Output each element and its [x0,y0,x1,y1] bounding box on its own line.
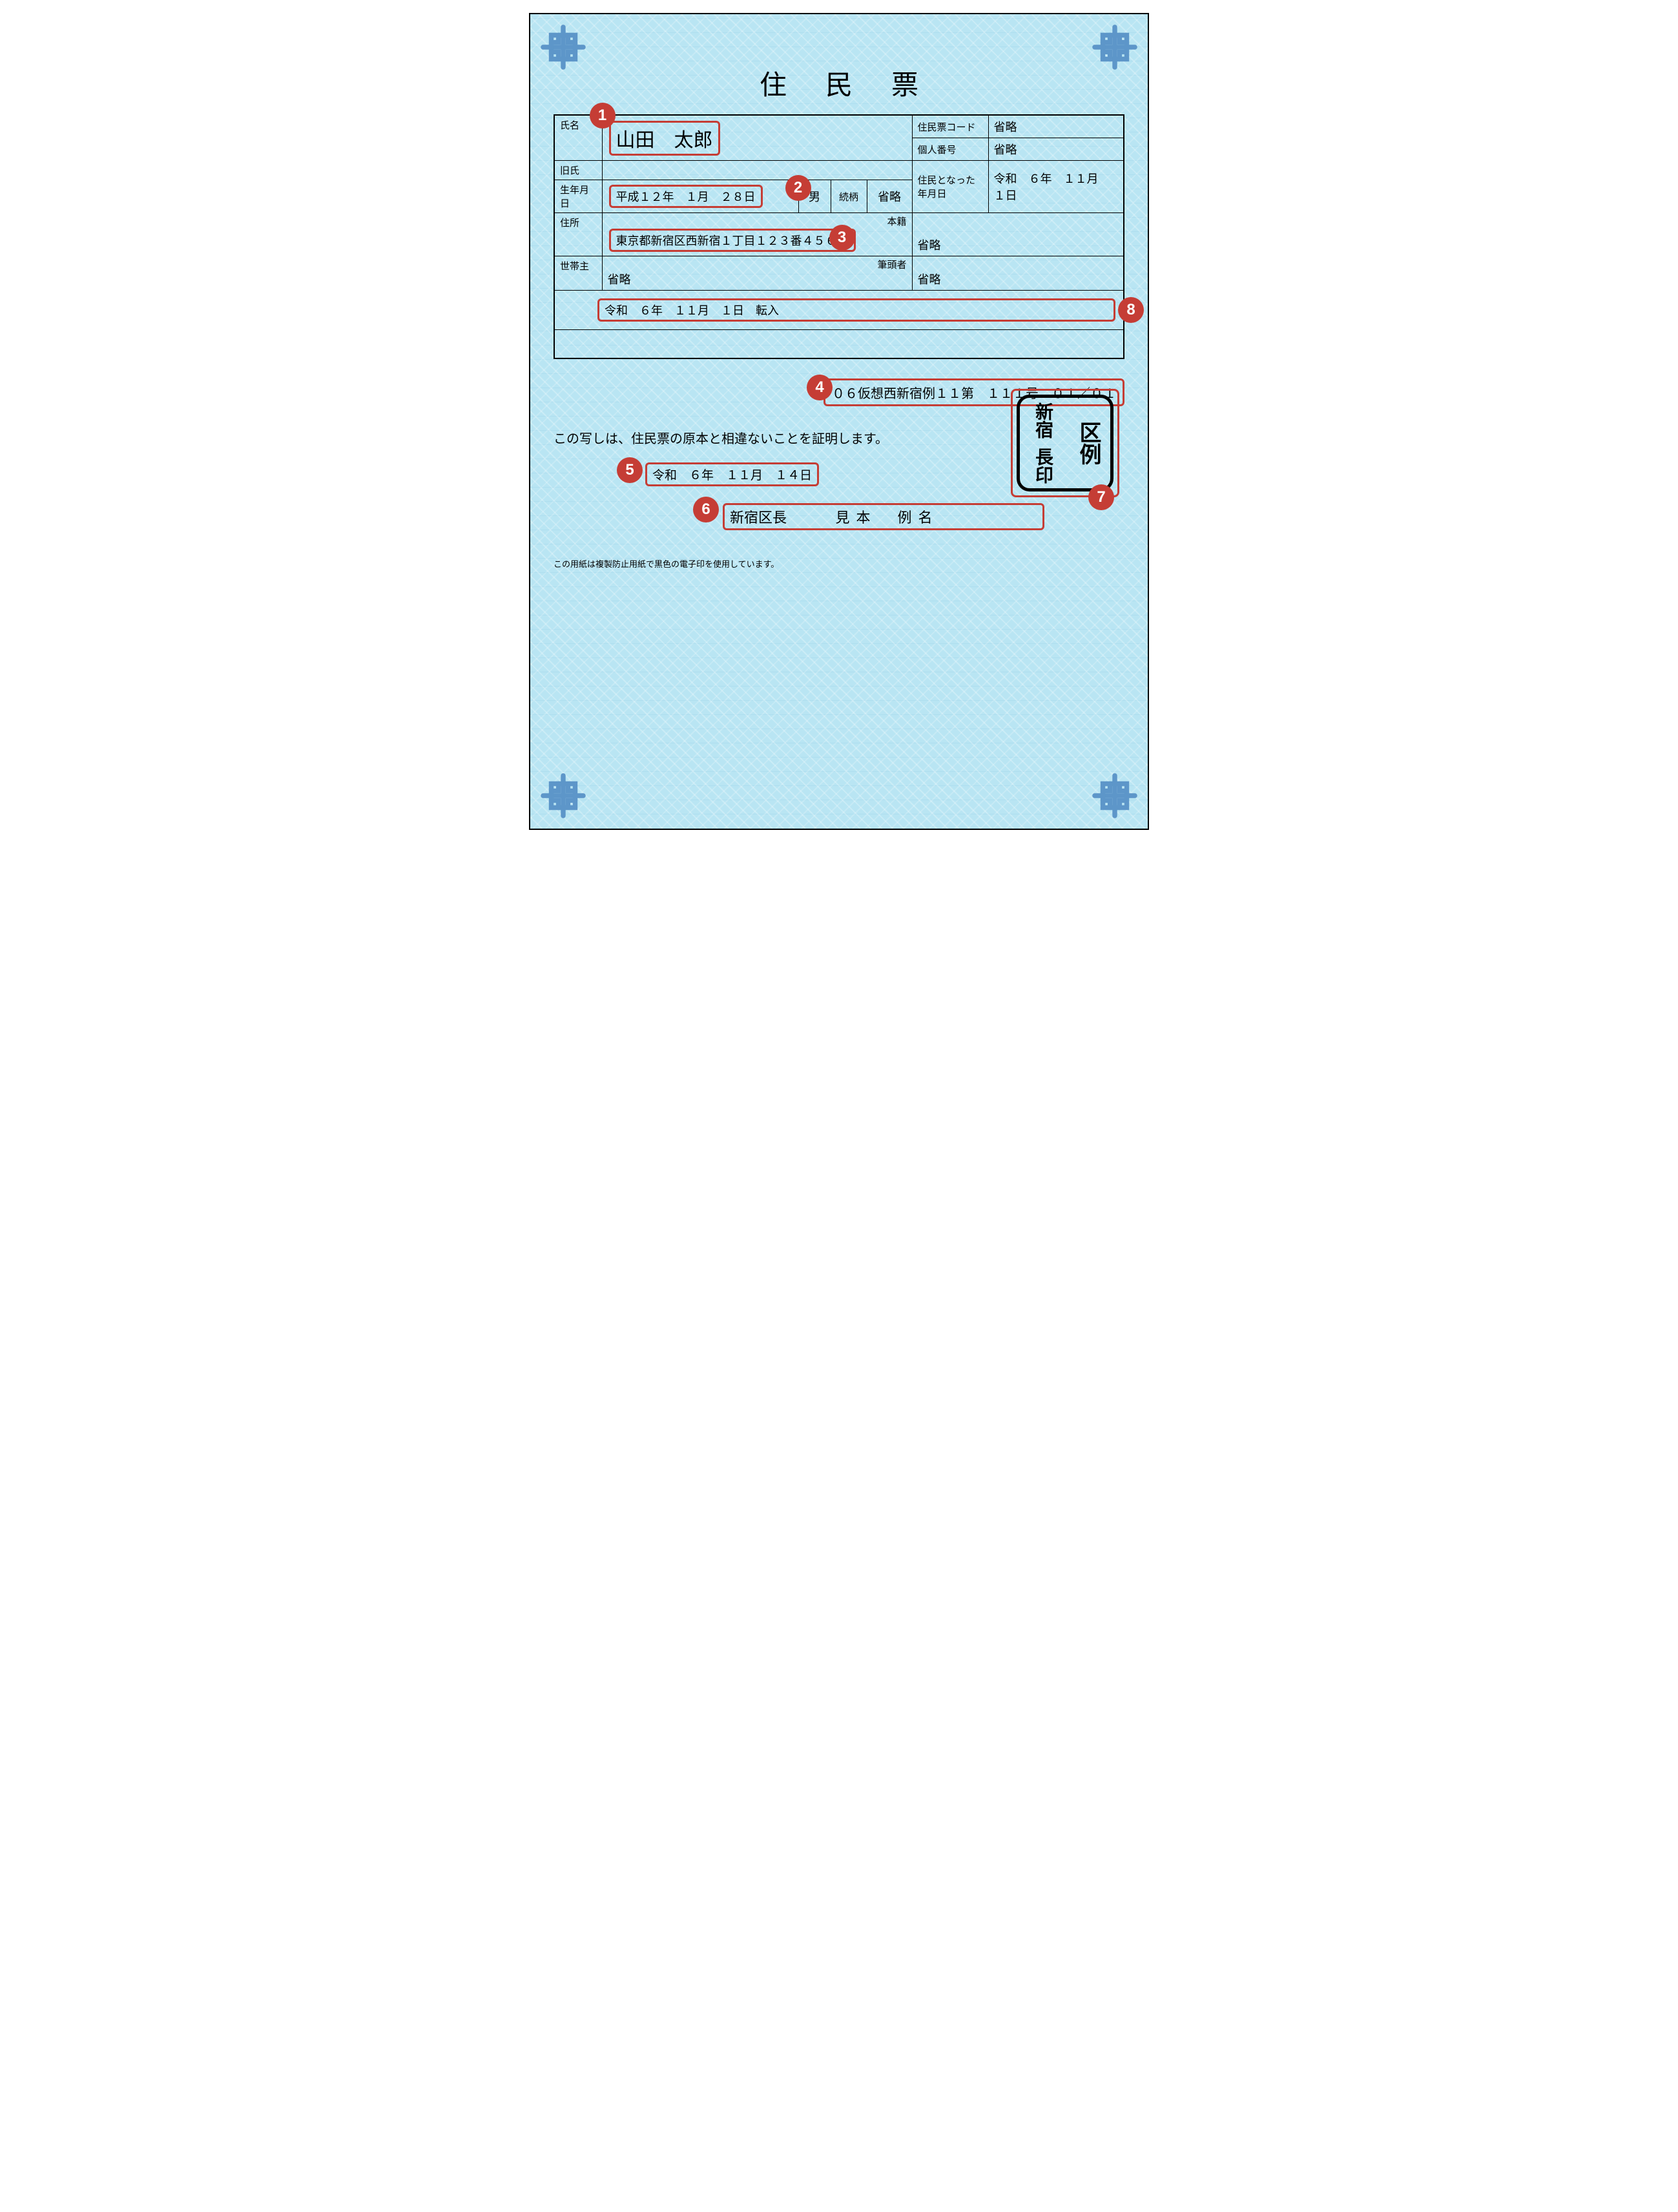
field-address: 東京都新宿区西新宿１丁目１２３番４５６号 [609,229,856,252]
field-issue-date: 令和 ６年 １１月 １４日 [645,462,819,486]
field-code: 省略 [988,115,1124,138]
ornament-knot-icon [1091,23,1139,71]
annotation-badge-2: 2 [785,175,811,201]
label-address: 住所 [554,213,602,256]
field-honseki: 省略 [912,213,1124,256]
field-dob: 平成１２年 １月 ２８日 [609,185,763,208]
label-head: 筆頭者 [877,258,906,271]
resident-record-table: 氏名 山田 太郎 1 住民票コード 省略 個人番号 省略 旧氏 住民となった 年… [554,114,1124,359]
annotation-badge-7: 7 [1088,484,1114,510]
annotation-badge-8: 8 [1118,297,1144,323]
field-history: 令和 ６年 １１月 １日 転入 [597,298,1115,322]
field-resident-date: 令和 ６年 １１月 １日 [988,161,1124,213]
seal-text-left-top: 新宿 [1033,402,1051,439]
juminhyo-document: 住民票 氏名 山田 太郎 1 住民票コード 省略 個人番号 省略 旧氏 住民とな… [529,13,1149,830]
label-resident-date: 住民となった 年月日 [912,161,988,213]
annotation-badge-6: 6 [693,497,719,522]
annotation-badge-4: 4 [807,375,833,400]
field-head: 省略 [912,256,1124,291]
label-code: 住民票コード [912,115,988,138]
seal-text-right: 区例 [1077,421,1099,465]
ornament-knot-icon [1091,772,1139,820]
official-seal-wrap: 区例 新宿 長印 7 [1011,389,1119,497]
annotation-badge-5: 5 [617,457,643,483]
field-issuer-title: 新宿区長 [730,510,787,526]
field-mynumber: 省略 [988,138,1124,161]
label-dob: 生年月日 [554,180,602,213]
label-householder: 世帯主 [554,256,602,291]
footnote: この用紙は複製防止用紙で黒色の電子印を使用しています。 [554,557,1124,570]
field-name: 山田 太郎 [609,121,720,156]
ornament-knot-icon [539,23,587,71]
annotation-badge-3: 3 [829,225,855,251]
official-seal-icon: 区例 新宿 長印 [1017,395,1113,491]
label-honseki: 本籍 [887,214,906,228]
field-householder: 省略 [608,273,631,286]
ornament-knot-icon [539,772,587,820]
seal-text-left-bottom: 長印 [1033,448,1051,484]
document-title: 住民票 [554,63,1124,103]
label-former-name: 旧氏 [554,161,602,180]
field-relation: 省略 [867,180,912,213]
field-issuer-name: 見本 例名 [836,510,939,526]
label-mynumber: 個人番号 [912,138,988,161]
label-relation: 続柄 [831,180,867,213]
annotation-badge-1: 1 [590,103,616,129]
